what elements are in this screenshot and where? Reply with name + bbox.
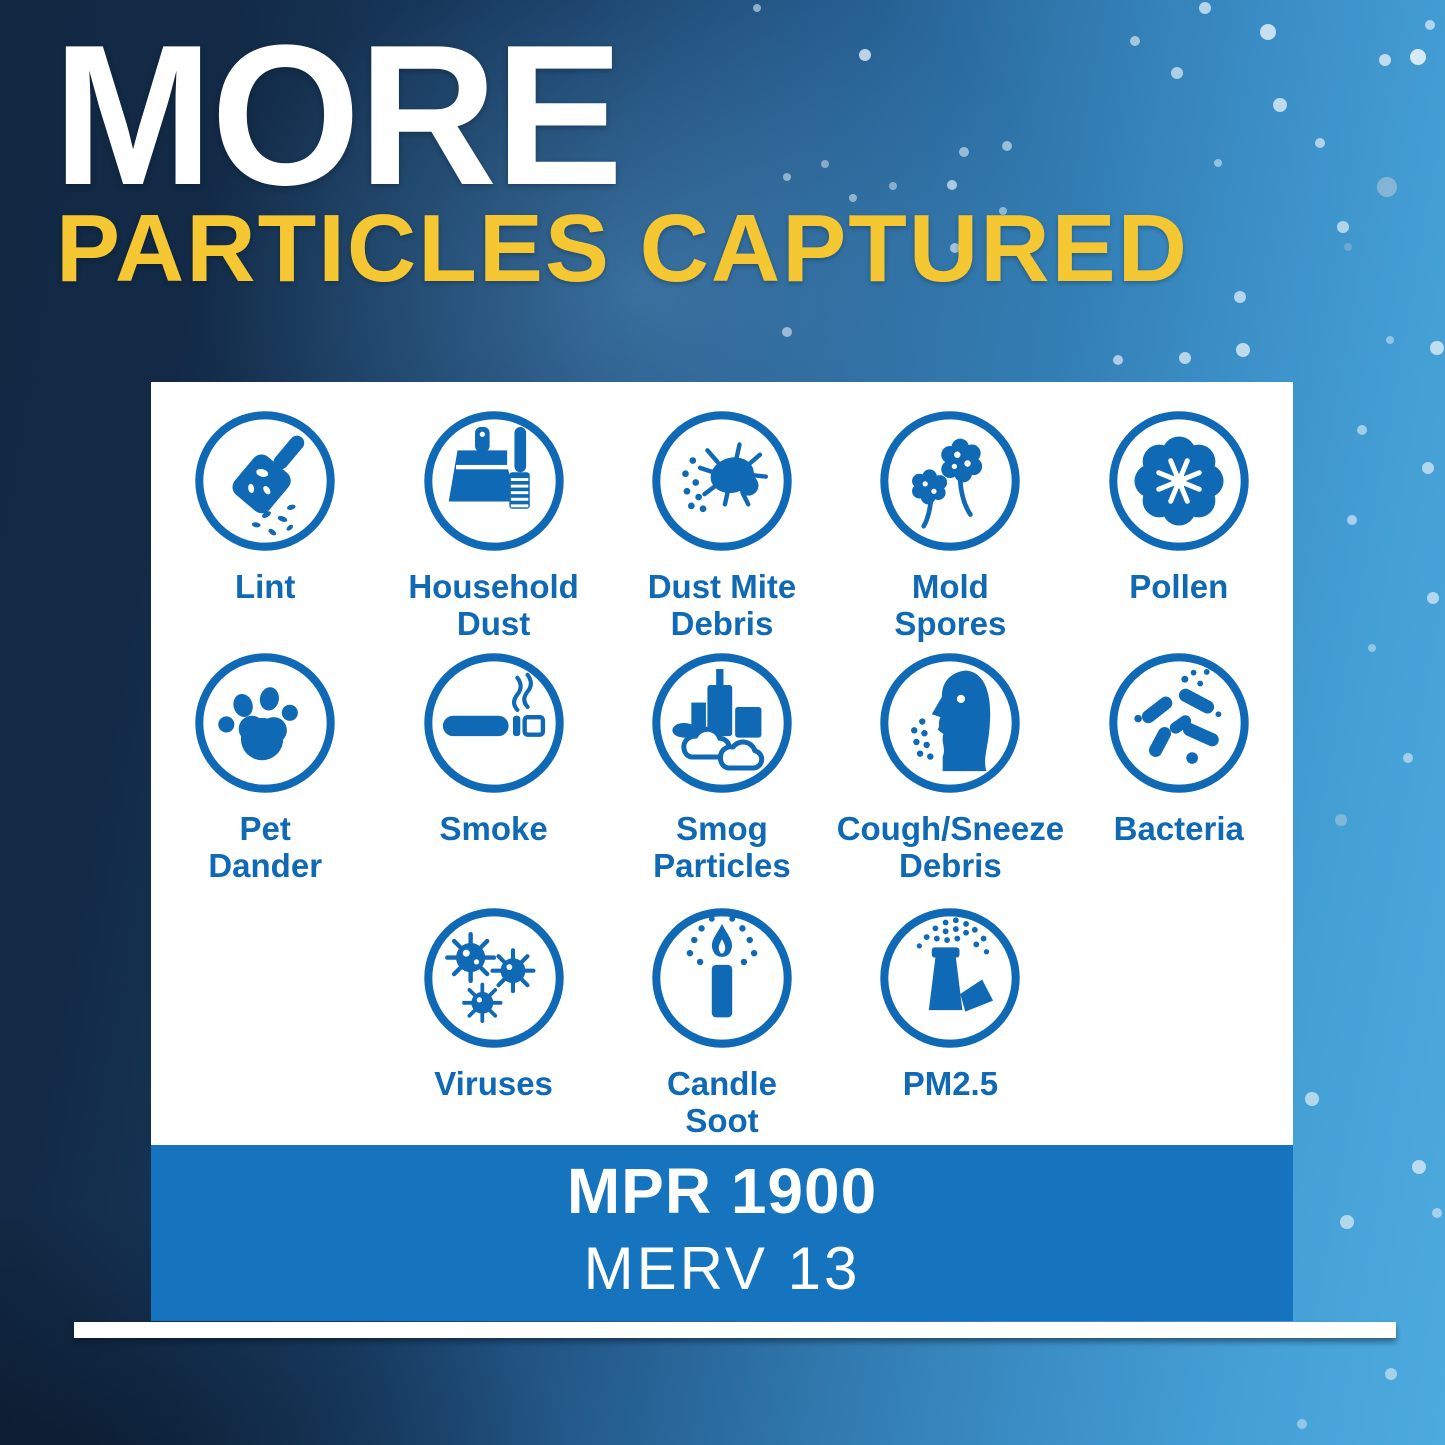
headline-particles-captured: PARTICLES CAPTURED	[56, 195, 1189, 302]
particle-item: Dust Mite Debris	[608, 408, 836, 642]
particle-label: Lint	[234, 568, 296, 605]
particle-label: Smog Particles	[653, 810, 791, 884]
dustpan-brush-icon	[421, 408, 567, 554]
bacteria-icon	[1106, 650, 1252, 796]
particle-item: PM2.5	[836, 905, 1064, 1145]
particle-item: Pollen	[1065, 408, 1293, 640]
city-smog-icon	[649, 650, 795, 796]
mold-spores-icon	[877, 408, 1023, 554]
particle-label: Bacteria	[1113, 810, 1244, 847]
particle-label: Mold Spores	[894, 568, 1007, 642]
cigarette-icon	[421, 650, 567, 796]
particle-item: Household Dust	[379, 408, 607, 642]
candle-soot-icon	[649, 905, 795, 1051]
particle-item: Viruses	[379, 905, 607, 1145]
particle-label: Household Dust	[408, 568, 579, 642]
lint-roller-icon	[192, 408, 338, 554]
particle-item: Smog Particles	[608, 650, 836, 905]
particle-label: Smoke	[439, 810, 548, 847]
particles-row: Viruses Candle Soot PM2.5	[151, 905, 1293, 1145]
dust-mite-icon	[649, 408, 795, 554]
particles-grid: Lint Household Dust Dust Mite Debris	[151, 382, 1293, 1145]
particle-item: Lint	[151, 408, 379, 640]
mpr-rating: MPR 1900	[566, 1154, 878, 1227]
divider-line	[74, 1322, 1396, 1338]
particles-row: Pet Dander Smoke Smog Particles Cough/Snee…	[151, 640, 1293, 905]
particle-label: Viruses	[434, 1065, 553, 1102]
sneezing-face-icon	[877, 650, 1023, 796]
paw-print-icon	[192, 650, 338, 796]
particle-item: Cough/Sneeze Debris	[836, 650, 1064, 905]
particles-row: Lint Household Dust Dust Mite Debris	[151, 382, 1293, 642]
particle-label: Pet Dander	[208, 810, 323, 884]
headline-more: MORE	[53, 4, 623, 227]
particle-item: Candle Soot	[608, 905, 836, 1145]
particle-label: Candle Soot	[666, 1065, 777, 1139]
pollen-flower-icon	[1106, 408, 1252, 554]
particle-item: Smoke	[379, 650, 607, 905]
particle-label: Dust Mite Debris	[647, 568, 797, 642]
particles-panel: Lint Household Dust Dust Mite Debris	[151, 382, 1293, 1145]
particle-label: Cough/Sneeze Debris	[836, 810, 1065, 884]
smokestack-icon	[877, 905, 1023, 1051]
particle-item: Bacteria	[1065, 650, 1293, 905]
merv-rating: MERV 13	[583, 1234, 861, 1302]
particle-item: Mold Spores	[836, 408, 1064, 642]
particle-label: Pollen	[1129, 568, 1229, 605]
virus-icon	[421, 905, 567, 1051]
rating-bar: MPR 1900 MERV 13	[151, 1145, 1293, 1321]
particle-label: PM2.5	[902, 1065, 999, 1102]
particle-item: Pet Dander	[151, 650, 379, 905]
